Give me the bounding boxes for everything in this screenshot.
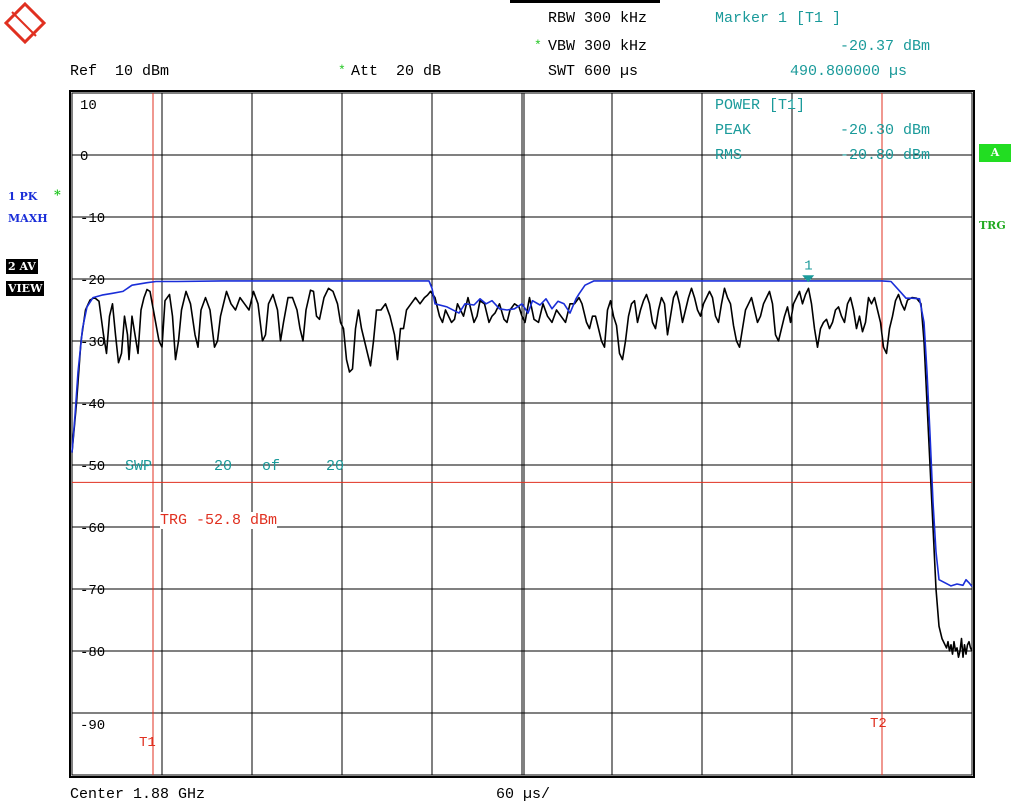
trace-series [71, 280, 973, 658]
y-tick-label: -20 [80, 273, 105, 289]
trace-1-maxhold [71, 280, 973, 588]
trace-a-indicator: A [979, 144, 1011, 162]
power-rms-value: -20.80 dBm [840, 147, 931, 164]
y-tick-label: 10 [80, 98, 97, 114]
y-tick-label: -10 [80, 211, 105, 227]
vbw-readout: VBW 300 kHz [548, 38, 648, 55]
trace-2-average [71, 287, 973, 658]
y-tick-label: -80 [80, 645, 105, 661]
power-title: POWER [T1] [715, 97, 806, 114]
y-tick-label: 0 [80, 149, 88, 165]
power-rms-label: RMS [715, 147, 743, 164]
sweep-of: of [262, 458, 281, 475]
trigger-level-label: TRG -52.8 dBm [160, 512, 278, 529]
trace2-detector-label: 2 AV [6, 259, 38, 274]
marker-1-triangle [802, 275, 815, 283]
att-star: * [338, 63, 346, 78]
y-tick-label: -90 [80, 718, 105, 734]
vbw-star: * [534, 38, 542, 53]
marker-1-label: 1 [804, 258, 812, 274]
marker-title: Marker 1 [T1 ] [715, 10, 842, 27]
marker-layer: 1 [802, 258, 815, 283]
y-tick-labels: 10 0 -10 -20 -30 -40 -50 -60 -70 -80 -90 [80, 98, 105, 734]
y-tick-label: -30 [80, 335, 105, 351]
power-peak-label: PEAK [715, 122, 752, 139]
center-frequency-label: Center 1.88 GHz [70, 786, 206, 803]
reference-lines: T1 T2 [72, 93, 972, 775]
ref-level-readout: Ref 10 dBm [70, 63, 170, 80]
trace1-detector-label: 1 PK [8, 190, 38, 203]
sweep-total: 20 [326, 458, 345, 475]
trace2-mode-label: VIEW [6, 281, 45, 296]
marker-time: 490.800000 µs [790, 63, 908, 80]
plot-grid [69, 90, 975, 778]
time-per-division-label: 60 µs/ [496, 786, 551, 803]
time-line-label: T2 [870, 716, 887, 732]
y-tick-label: -40 [80, 397, 105, 413]
header-indicator-bar [510, 0, 660, 3]
swt-readout: SWT 600 µs [548, 63, 639, 80]
time-line-label: T1 [139, 735, 156, 751]
y-tick-label: -70 [80, 583, 105, 599]
trigger-indicator: TRG [979, 219, 1006, 232]
marker-level: -20.37 dBm [840, 38, 931, 55]
y-tick-label: -60 [80, 521, 105, 537]
rbw-readout: RBW 300 kHz [548, 10, 648, 27]
trace1-star: * [54, 188, 61, 203]
y-tick-label: -50 [80, 459, 105, 475]
sweep-count: 20 [214, 458, 233, 475]
rohde-schwarz-logo [4, 2, 46, 44]
plot-frame [69, 90, 975, 778]
att-readout: Att 20 dB [351, 63, 442, 80]
sweep-label: SWP [125, 458, 153, 475]
power-peak-value: -20.30 dBm [840, 122, 931, 139]
trace1-mode-label: MAXH [8, 212, 48, 225]
